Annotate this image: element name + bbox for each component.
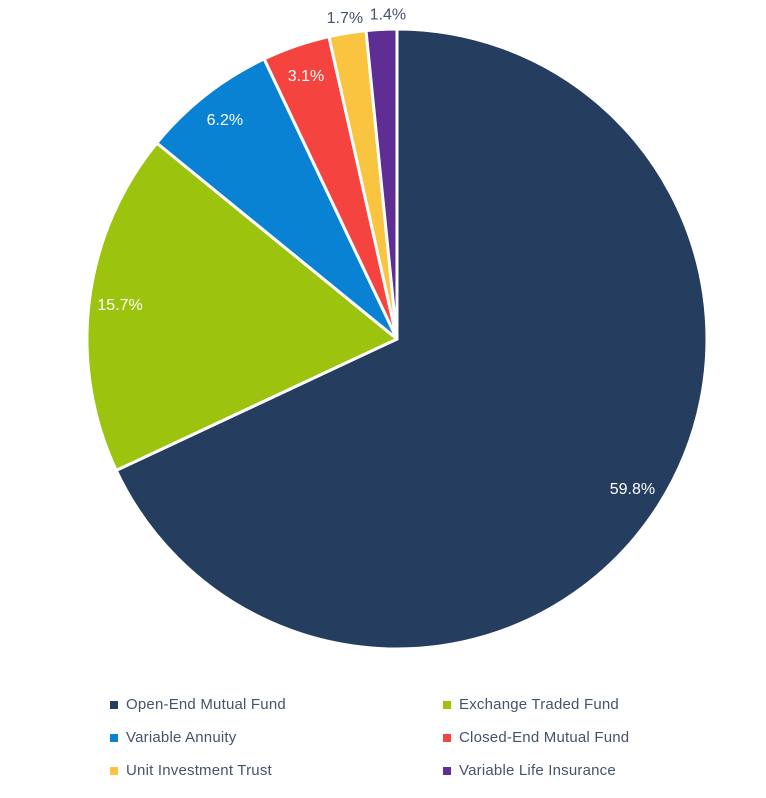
legend-swatch [443,733,451,742]
legend-item-closed-end-mutual-fund[interactable]: Closed-End Mutual Fund [443,721,766,754]
legend-item-label: Unit Investment Trust [126,762,272,779]
pie-slice-label: 59.8% [610,481,655,498]
chart-legend: Open-End Mutual Fund Exchange Traded Fun… [110,688,766,787]
pie-slice-label: 6.2% [207,112,243,129]
pie-slice-open-end-mutual-fund[interactable] [114,27,709,651]
legend-item-variable-life-insurance[interactable]: Variable Life Insurance [443,754,766,787]
legend-swatch [110,766,118,775]
legend-item-open-end-mutual-fund[interactable]: Open-End Mutual Fund [110,688,443,721]
pie-slice-label: 1.4% [370,6,406,23]
legend-item-label: Open-End Mutual Fund [126,696,286,713]
pie-chart: 59.8% 15.7% 6.2% 3.1% 1.7% 1.4% [85,6,709,651]
legend-item-label: Exchange Traded Fund [459,696,619,713]
pie-slice-label: 15.7% [97,297,142,314]
pie-slice-variable-life-insurance[interactable] [364,27,399,341]
legend-swatch [110,700,118,709]
pie-slice-variable-annuity[interactable] [155,57,399,341]
legend-swatch [443,766,451,775]
legend-item-exchange-traded-fund[interactable]: Exchange Traded Fund [443,688,766,721]
legend-item-variable-annuity[interactable]: Variable Annuity [110,721,443,754]
legend-item-label: Variable Annuity [126,729,237,746]
pie-slice-exchange-traded-fund[interactable] [85,141,399,472]
pie-slice-label: 1.7% [327,10,363,27]
legend-item-label: Variable Life Insurance [459,762,616,779]
legend-item-label: Closed-End Mutual Fund [459,729,630,746]
legend-swatch [110,733,118,742]
legend-item-unit-investment-trust[interactable]: Unit Investment Trust [110,754,443,787]
pie-slice-label: 3.1% [288,68,324,85]
legend-swatch [443,700,451,709]
